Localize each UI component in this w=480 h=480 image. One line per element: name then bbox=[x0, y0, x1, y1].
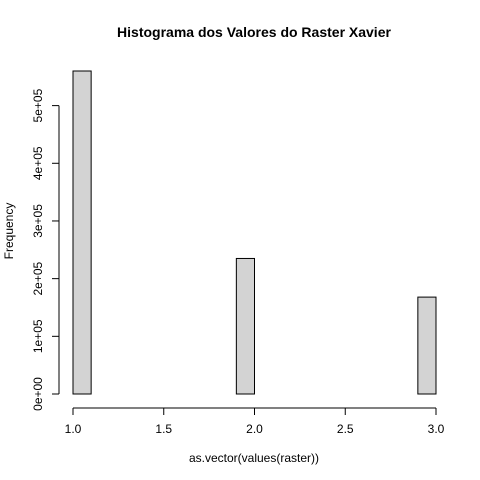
y-tick-label-2: 2e+05 bbox=[31, 261, 45, 295]
x-axis: 1.0 1.5 2.0 2.5 3.0 bbox=[65, 407, 445, 436]
y-tick-label-5: 5e+05 bbox=[31, 88, 45, 122]
y-tick-label-4: 4e+05 bbox=[31, 146, 45, 180]
y-axis: 0e+00 1e+05 2e+05 3e+05 4e+05 5e+05 bbox=[31, 88, 60, 411]
x-tick-label-3: 2.5 bbox=[337, 422, 354, 436]
histogram-bar-9 bbox=[235, 257, 256, 395]
x-tick-label-2: 2.0 bbox=[246, 422, 263, 436]
bars-group bbox=[72, 70, 437, 395]
y-tick-label-3: 3e+05 bbox=[31, 204, 45, 238]
histogram-bar-0 bbox=[72, 70, 92, 395]
y-tick-label-1: 1e+05 bbox=[31, 319, 45, 353]
x-tick-label-4: 3.0 bbox=[428, 422, 445, 436]
chart-title: Histograma dos Valores do Raster Xavier bbox=[117, 24, 391, 40]
y-tick-label-0: 0e+00 bbox=[31, 377, 45, 411]
x-axis-label: as.vector(values(raster)) bbox=[189, 451, 319, 465]
x-tick-label-0: 1.0 bbox=[65, 422, 82, 436]
histogram-bar-19 bbox=[417, 296, 437, 395]
x-tick-label-1: 1.5 bbox=[155, 422, 172, 436]
y-axis-label: Frequency bbox=[2, 203, 16, 260]
